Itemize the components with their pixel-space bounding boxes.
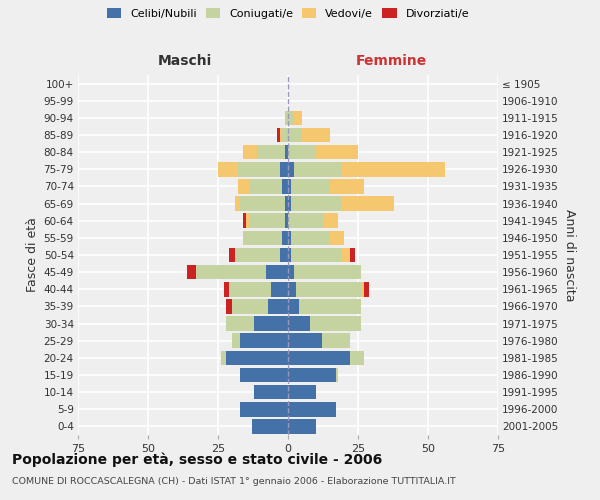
Bar [254, 316, 288, 331]
Bar [238, 162, 280, 176]
Bar [285, 214, 288, 228]
Legend: Celibi/Nubili, Coniugati/e, Vedovi/e, Divorziati/e: Celibi/Nubili, Coniugati/e, Vedovi/e, Di… [107, 8, 469, 19]
Bar [241, 196, 285, 211]
Bar [293, 162, 341, 176]
Bar [243, 145, 257, 160]
Bar [229, 248, 235, 262]
Bar [293, 265, 361, 280]
Bar [350, 350, 364, 365]
Bar [288, 350, 350, 365]
Bar [232, 334, 241, 348]
Bar [288, 368, 335, 382]
Bar [235, 248, 280, 262]
Bar [291, 179, 330, 194]
Bar [330, 230, 344, 245]
Bar [243, 230, 283, 245]
Bar [288, 385, 316, 400]
Bar [285, 110, 288, 125]
Bar [288, 316, 310, 331]
Bar [341, 162, 445, 176]
Bar [288, 196, 291, 211]
Bar [241, 368, 288, 382]
Bar [288, 145, 316, 160]
Bar [285, 196, 288, 211]
Bar [266, 265, 288, 280]
Bar [288, 265, 293, 280]
Bar [224, 282, 229, 296]
Bar [288, 162, 293, 176]
Bar [288, 282, 296, 296]
Bar [238, 179, 249, 194]
Bar [257, 145, 285, 160]
Bar [196, 265, 266, 280]
Bar [288, 110, 293, 125]
Bar [364, 282, 369, 296]
Bar [291, 196, 341, 211]
Bar [288, 179, 291, 194]
Bar [341, 248, 350, 262]
Bar [229, 282, 271, 296]
Bar [302, 128, 330, 142]
Bar [187, 265, 196, 280]
Bar [218, 162, 238, 176]
Bar [288, 334, 322, 348]
Text: Femmine: Femmine [356, 54, 427, 68]
Bar [325, 214, 338, 228]
Bar [330, 179, 364, 194]
Bar [288, 214, 325, 228]
Y-axis label: Fasce di età: Fasce di età [26, 218, 40, 292]
Bar [291, 248, 341, 262]
Bar [283, 179, 288, 194]
Bar [277, 128, 280, 142]
Bar [246, 214, 249, 228]
Bar [291, 230, 330, 245]
Text: Popolazione per età, sesso e stato civile - 2006: Popolazione per età, sesso e stato civil… [12, 452, 382, 467]
Bar [280, 128, 283, 142]
Bar [280, 248, 288, 262]
Bar [288, 248, 291, 262]
Bar [226, 350, 288, 365]
Bar [249, 214, 285, 228]
Bar [288, 299, 299, 314]
Text: COMUNE DI ROCCASCALEGNA (CH) - Dati ISTAT 1° gennaio 2006 - Elaborazione TUTTITA: COMUNE DI ROCCASCALEGNA (CH) - Dati ISTA… [12, 478, 456, 486]
Bar [235, 196, 241, 211]
Bar [243, 214, 246, 228]
Y-axis label: Anni di nascita: Anni di nascita [563, 209, 575, 301]
Bar [335, 368, 338, 382]
Bar [283, 128, 288, 142]
Bar [288, 402, 335, 416]
Bar [350, 248, 355, 262]
Bar [361, 282, 364, 296]
Bar [288, 230, 291, 245]
Bar [310, 316, 361, 331]
Bar [296, 282, 361, 296]
Bar [254, 385, 288, 400]
Bar [271, 282, 288, 296]
Bar [221, 350, 226, 365]
Bar [322, 334, 350, 348]
Bar [249, 179, 283, 194]
Bar [232, 299, 268, 314]
Bar [241, 334, 288, 348]
Bar [299, 299, 361, 314]
Bar [280, 162, 288, 176]
Bar [316, 145, 358, 160]
Bar [268, 299, 288, 314]
Bar [226, 299, 232, 314]
Bar [288, 419, 316, 434]
Bar [251, 419, 288, 434]
Bar [283, 230, 288, 245]
Bar [285, 145, 288, 160]
Bar [288, 128, 302, 142]
Bar [341, 196, 394, 211]
Bar [293, 110, 302, 125]
Text: Maschi: Maschi [157, 54, 212, 68]
Bar [241, 402, 288, 416]
Bar [226, 316, 254, 331]
